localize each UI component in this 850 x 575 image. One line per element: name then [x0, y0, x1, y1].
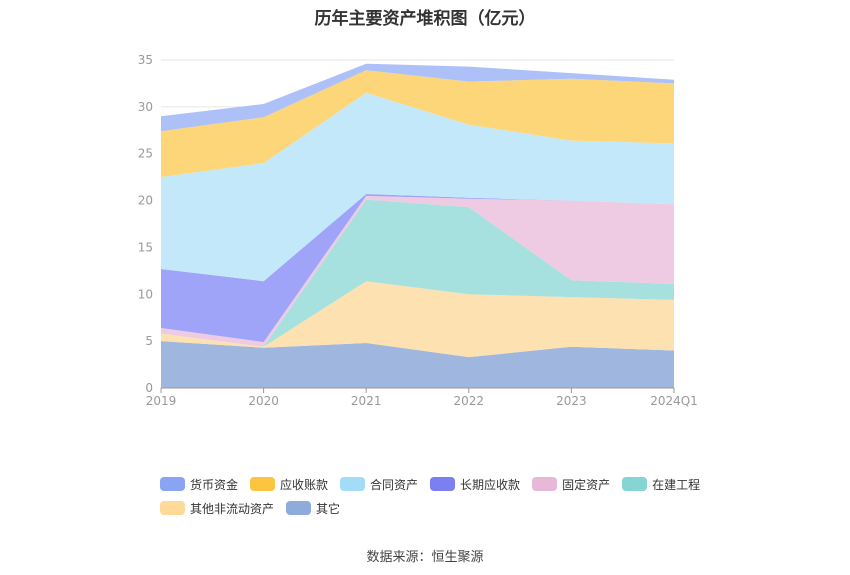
legend: 货币资金 应收账款 合同资产 长期应收款 固定资产 在建工程 其他非流动资产 其它 — [160, 472, 720, 520]
y-tick-label: 35 — [138, 53, 153, 67]
legend-label: 货币资金 — [190, 477, 239, 492]
area-其他非流动资产 — [161, 281, 674, 358]
legend-swatch — [532, 477, 558, 491]
legend-swatch — [622, 477, 648, 491]
legend-swatch — [286, 501, 312, 515]
x-tick-label: 2020 — [248, 394, 279, 408]
chart-title: 历年主要资产堆积图（亿元） — [314, 9, 536, 29]
legend-label: 其他非流动资产 — [190, 501, 275, 516]
legend-item[interactable]: 其他非流动资产 — [160, 500, 274, 517]
x-tick-label: 2021 — [351, 394, 382, 408]
x-tick-label: 2023 — [556, 394, 587, 408]
legend-label: 在建工程 — [652, 477, 701, 492]
y-tick-label: 20 — [138, 194, 153, 208]
legend-swatch — [160, 501, 185, 515]
legend-swatch — [430, 477, 456, 491]
x-tick-label: 2024Q1 — [650, 394, 698, 408]
y-tick-label: 10 — [138, 287, 153, 301]
legend-swatch — [340, 477, 366, 491]
x-tick-label: 2019 — [146, 394, 177, 408]
y-tick-label: 15 — [138, 240, 153, 254]
legend-label: 固定资产 — [562, 477, 611, 492]
area-长期应收款 — [161, 194, 674, 343]
legend-swatch — [250, 477, 276, 491]
legend-label: 其它 — [316, 501, 341, 516]
y-tick-label: 5 — [145, 334, 153, 348]
area-合同资产 — [161, 92, 674, 282]
legend-label: 长期应收款 — [460, 477, 521, 492]
x-tick-label: 2022 — [454, 394, 485, 408]
area-series — [161, 63, 674, 388]
legend-item[interactable]: 应收账款 — [250, 476, 328, 493]
legend-item[interactable]: 长期应收款 — [430, 476, 520, 493]
legend-label: 应收账款 — [280, 477, 329, 492]
area-固定资产 — [161, 195, 674, 347]
legend-item[interactable]: 货币资金 — [160, 476, 238, 493]
legend-item[interactable]: 在建工程 — [622, 476, 700, 493]
source-note: 数据来源：恒生聚源 — [366, 550, 484, 565]
legend-label: 合同资产 — [370, 477, 419, 492]
legend-item[interactable]: 其它 — [286, 500, 340, 517]
stacked-area-chart: 0 5 10 15 20 25 30 35 2019 2020 2021 2022 2023 2024Q1 — [138, 53, 698, 408]
y-tick-label: 25 — [138, 147, 153, 161]
y-tick-label: 0 — [145, 381, 153, 395]
axes: 0 5 10 15 20 25 30 35 2019 2020 2021 2022 2023 2024Q1 — [138, 53, 698, 408]
area-其它 — [161, 341, 674, 388]
legend-item[interactable]: 固定资产 — [532, 476, 610, 493]
legend-swatch — [160, 477, 185, 491]
area-在建工程 — [161, 199, 674, 347]
y-tick-label: 30 — [138, 100, 153, 114]
area-应收账款 — [161, 70, 674, 178]
legend-item[interactable]: 合同资产 — [340, 476, 418, 493]
